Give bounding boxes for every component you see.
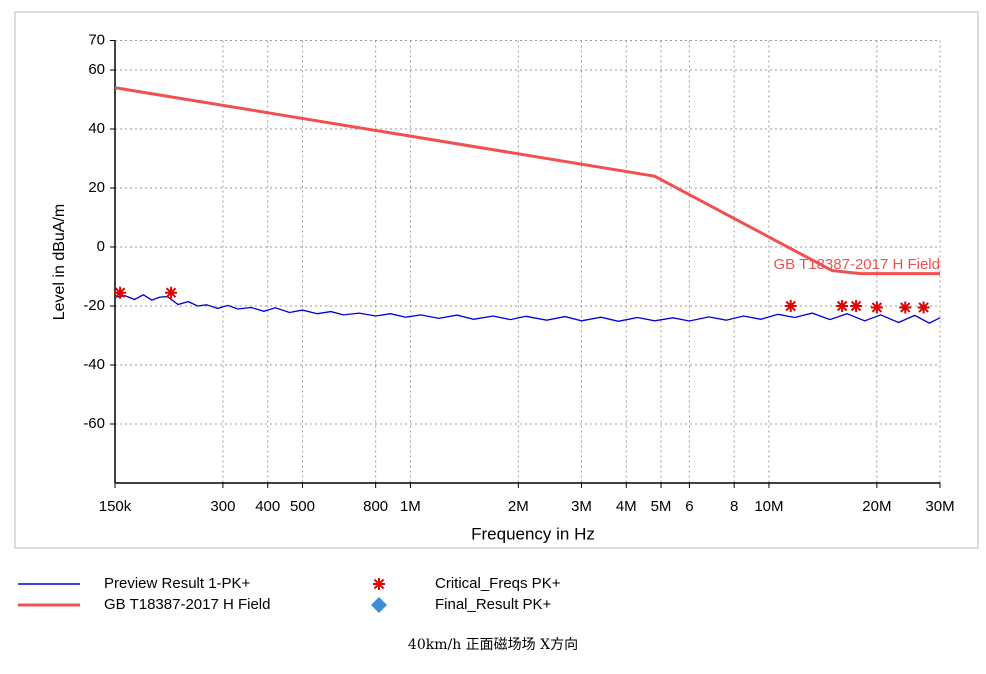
x-tick-label: 10M [754,498,783,515]
marker-star [917,301,930,314]
x-tick-label: 1M [400,498,421,515]
x-tick-label: 800 [363,498,388,515]
y-tick-label: -40 [83,356,105,373]
y-tick-label: 60 [88,61,105,78]
y-tick-label: -60 [83,415,105,432]
legend-label: Critical_Freqs PK+ [435,575,561,592]
marker-star [784,300,797,312]
x-tick-label: 300 [210,498,235,515]
x-tick-label: 6 [685,498,693,515]
series-line [114,86,940,276]
marker-star [870,301,883,314]
y-tick-label: -20 [83,297,105,314]
x-axis-label: Frequency in Hz [471,524,595,543]
y-tick-label: 40 [88,120,105,137]
x-tick-label: 400 [255,498,280,515]
y-axis-label: Level in dBuA/m [51,204,68,321]
legend-label: Preview Result 1-PK+ [104,575,251,592]
legend-swatch [371,597,387,613]
marker-star [899,301,912,314]
legend-swatch [373,578,385,590]
marker-star [114,286,127,299]
y-tick-label: 0 [97,238,105,255]
x-tick-label: 5M [651,498,672,515]
marker-star [836,300,849,312]
legend-label: GB T18387-2017 H Field [104,596,271,613]
series-line [114,294,941,324]
x-tick-label: 4M [616,498,637,515]
y-tick-label: 20 [88,179,105,196]
x-tick-label: 150k [99,498,132,515]
legend-label: Final_Result PK+ [435,596,552,613]
y-tick-label: 70 [88,31,105,48]
caption: 40km/h 正面磁场场 X方向 [408,637,578,653]
x-tick-label: 20M [862,498,891,515]
x-tick-label: 30M [925,498,954,515]
x-tick-label: 3M [571,498,592,515]
marker-star [165,286,178,299]
x-tick-label: 500 [290,498,315,515]
x-tick-label: 8 [730,498,738,515]
limit-label: GB T18387-2017 H Field [774,256,941,273]
chart-frame [14,11,979,549]
marker-star [850,300,863,312]
x-tick-label: 2M [508,498,529,515]
